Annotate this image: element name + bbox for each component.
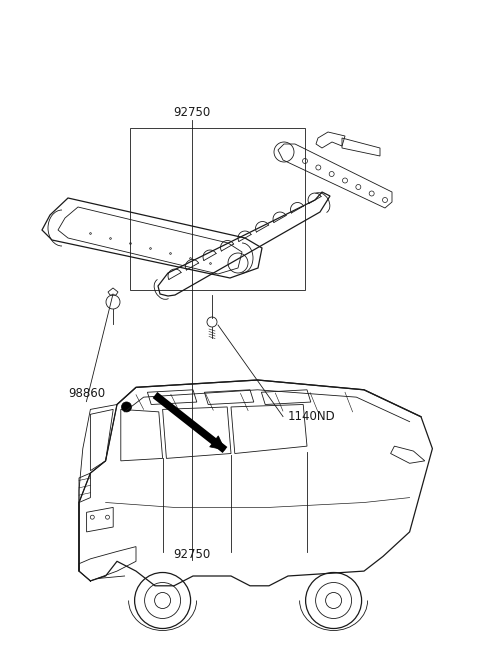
Bar bbox=[130, 128, 305, 290]
Polygon shape bbox=[210, 436, 225, 450]
Text: 98860: 98860 bbox=[68, 387, 105, 400]
Text: 92750: 92750 bbox=[173, 548, 211, 561]
Circle shape bbox=[121, 402, 132, 412]
Text: 92750: 92750 bbox=[173, 106, 211, 119]
Text: 1140ND: 1140ND bbox=[288, 410, 336, 423]
